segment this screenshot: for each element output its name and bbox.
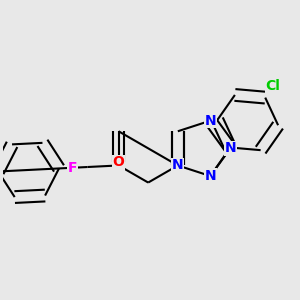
- Text: N: N: [205, 169, 216, 183]
- Text: N: N: [172, 158, 184, 172]
- Text: N: N: [225, 141, 236, 155]
- Text: F: F: [68, 161, 77, 175]
- Text: Cl: Cl: [266, 80, 280, 93]
- Text: N: N: [205, 114, 216, 128]
- Text: N: N: [113, 158, 124, 172]
- Text: O: O: [113, 155, 124, 170]
